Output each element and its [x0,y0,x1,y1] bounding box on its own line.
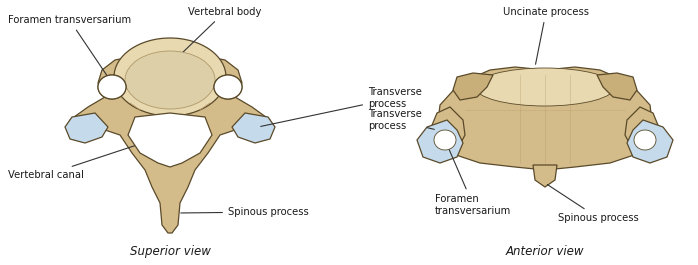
Ellipse shape [214,75,242,99]
Text: Anterior view: Anterior view [506,245,584,258]
Polygon shape [625,107,660,155]
Text: Spinous process: Spinous process [181,207,309,217]
Ellipse shape [434,130,456,150]
Polygon shape [597,73,637,100]
Polygon shape [453,73,493,100]
Ellipse shape [634,130,656,150]
Ellipse shape [214,75,242,99]
Text: Uncinate process: Uncinate process [503,7,589,64]
Polygon shape [70,55,270,233]
Text: Foramen transversarium: Foramen transversarium [8,15,131,81]
Polygon shape [128,113,212,167]
Ellipse shape [125,51,215,109]
Text: Spinous process: Spinous process [547,184,639,223]
Polygon shape [430,107,465,155]
Polygon shape [533,165,557,187]
Ellipse shape [114,38,226,116]
Polygon shape [627,120,673,163]
Text: Transverse
process: Transverse process [368,109,434,131]
Text: Vertebral body: Vertebral body [182,7,261,53]
Polygon shape [417,120,463,163]
Text: Superior view: Superior view [130,245,210,258]
Text: Foramen
transversarium: Foramen transversarium [435,143,511,216]
Ellipse shape [98,75,126,99]
Ellipse shape [98,75,126,99]
Text: Transverse
process: Transverse process [261,87,422,126]
Polygon shape [232,113,275,143]
Text: Vertebral canal: Vertebral canal [8,141,149,180]
Ellipse shape [475,68,615,106]
Polygon shape [65,113,108,143]
Polygon shape [437,67,653,170]
